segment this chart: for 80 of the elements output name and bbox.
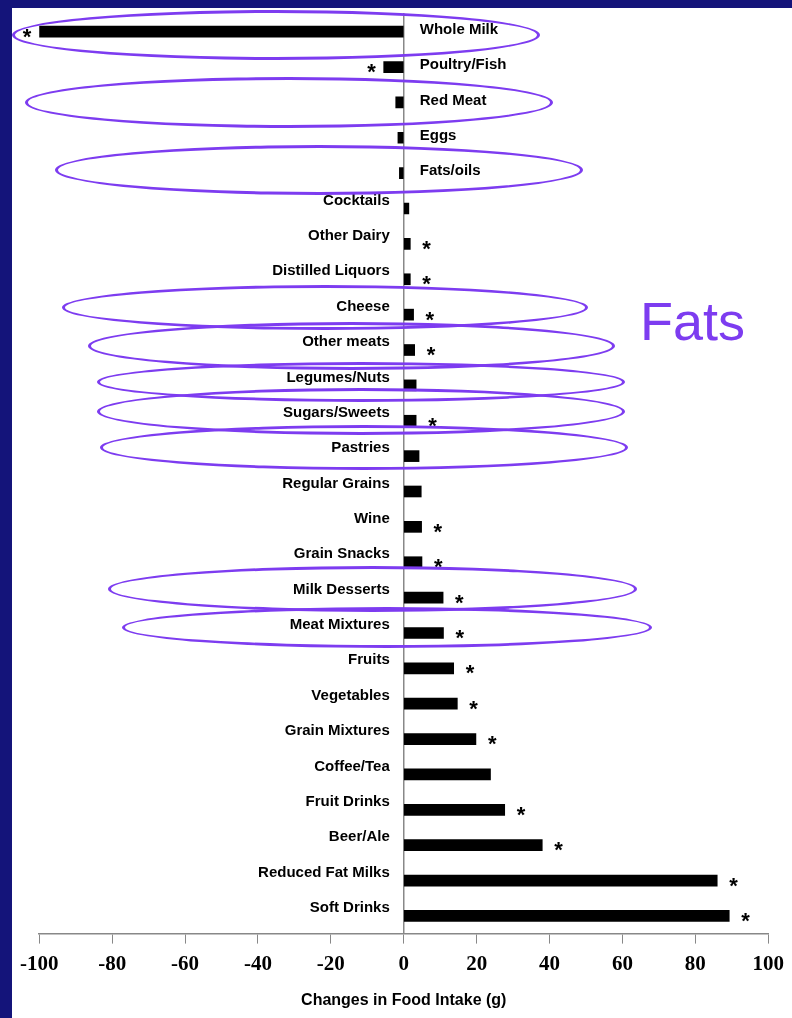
x-tick-label: 40 bbox=[539, 950, 561, 975]
x-tick-label: -60 bbox=[171, 950, 200, 975]
x-axis-title: Changes in Food Intake (g) bbox=[301, 990, 507, 1008]
bar bbox=[39, 25, 404, 38]
y-tick-label: Sugars/Sweets bbox=[283, 402, 390, 420]
data-label: * bbox=[554, 837, 564, 863]
bar bbox=[403, 697, 458, 710]
x-tick-label: -40 bbox=[243, 950, 272, 975]
y-tick-label: Fruit Drinks bbox=[305, 791, 390, 809]
data-label: * bbox=[741, 907, 751, 933]
data-label: * bbox=[729, 872, 739, 898]
bar bbox=[383, 61, 404, 73]
annotation: Fats bbox=[640, 290, 746, 352]
data-label: * bbox=[516, 801, 526, 827]
x-tick-label: -20 bbox=[316, 950, 345, 975]
bar bbox=[403, 874, 718, 887]
bar bbox=[397, 131, 404, 144]
y-tick-label: Red Meat bbox=[419, 90, 487, 108]
bar bbox=[403, 733, 477, 745]
x-tick-label: 80 bbox=[684, 950, 706, 975]
y-tick-label: Cheese bbox=[336, 296, 390, 314]
y-tick-label: Milk Desserts bbox=[293, 579, 390, 597]
y-tick-label: Coffee/Tea bbox=[314, 756, 391, 774]
x-tick-label: 60 bbox=[611, 950, 633, 975]
y-tick-label: Fats/oils bbox=[419, 161, 481, 179]
y-tick-label: Vegetables bbox=[311, 685, 390, 703]
data-label: * bbox=[487, 731, 497, 757]
y-tick-label: Fruits bbox=[348, 650, 390, 668]
bar bbox=[403, 344, 416, 356]
data-label: * bbox=[428, 412, 438, 438]
bar bbox=[403, 591, 444, 604]
bar bbox=[403, 839, 543, 852]
bar bbox=[403, 485, 422, 498]
x-tick-label: -100 bbox=[20, 950, 59, 975]
y-tick-label: Wine bbox=[354, 508, 390, 526]
y-tick-label: Beer/Ale bbox=[328, 827, 390, 845]
x-tick-label: 0 bbox=[398, 950, 409, 975]
y-tick-label: Meat Mixtures bbox=[289, 615, 390, 633]
bar bbox=[403, 803, 506, 816]
y-tick-label: Soft Drinks bbox=[309, 898, 390, 916]
y-tick-label: Cocktails bbox=[323, 190, 390, 208]
data-label: * bbox=[465, 660, 475, 686]
y-tick-label: Distilled Liquors bbox=[272, 261, 390, 279]
y-tick-label: Eggs bbox=[419, 125, 457, 143]
data-label: * bbox=[433, 554, 443, 580]
y-tick-label: Poultry/Fish bbox=[419, 55, 507, 73]
data-label: * bbox=[22, 23, 32, 49]
data-label: * bbox=[469, 695, 479, 721]
y-tick-label: Whole Milk bbox=[419, 19, 499, 37]
y-tick-label: Legumes/Nuts bbox=[286, 367, 390, 385]
bar bbox=[399, 167, 404, 179]
y-tick-label: Grain Mixtures bbox=[284, 721, 390, 739]
data-label: * bbox=[425, 306, 435, 332]
data-label: * bbox=[455, 589, 465, 615]
data-label: * bbox=[455, 625, 465, 651]
bar bbox=[403, 662, 455, 675]
y-tick-label: Grain Snacks bbox=[293, 544, 390, 562]
bar bbox=[403, 768, 491, 781]
bar bbox=[403, 910, 730, 922]
data-label: * bbox=[422, 271, 432, 297]
bar bbox=[403, 202, 410, 215]
y-tick-label: Pastries bbox=[331, 438, 390, 456]
data-label: * bbox=[433, 518, 443, 544]
bar bbox=[395, 96, 404, 109]
y-tick-label: Other meats bbox=[302, 332, 390, 350]
data-label: * bbox=[422, 235, 432, 261]
x-tick-label: -80 bbox=[98, 950, 127, 975]
bar bbox=[403, 238, 411, 250]
x-tick-label: 20 bbox=[466, 950, 488, 975]
data-label: * bbox=[367, 59, 377, 85]
y-tick-label: Reduced Fat Milks bbox=[258, 862, 390, 880]
data-label: * bbox=[426, 342, 436, 368]
bar bbox=[403, 627, 444, 639]
x-tick-label: 100 bbox=[752, 950, 784, 975]
y-tick-label: Regular Grains bbox=[282, 473, 390, 491]
y-tick-label: Other Dairy bbox=[308, 226, 391, 244]
bar bbox=[403, 521, 422, 533]
bar bbox=[403, 273, 411, 286]
bar bbox=[403, 308, 414, 321]
bar bbox=[403, 450, 420, 462]
